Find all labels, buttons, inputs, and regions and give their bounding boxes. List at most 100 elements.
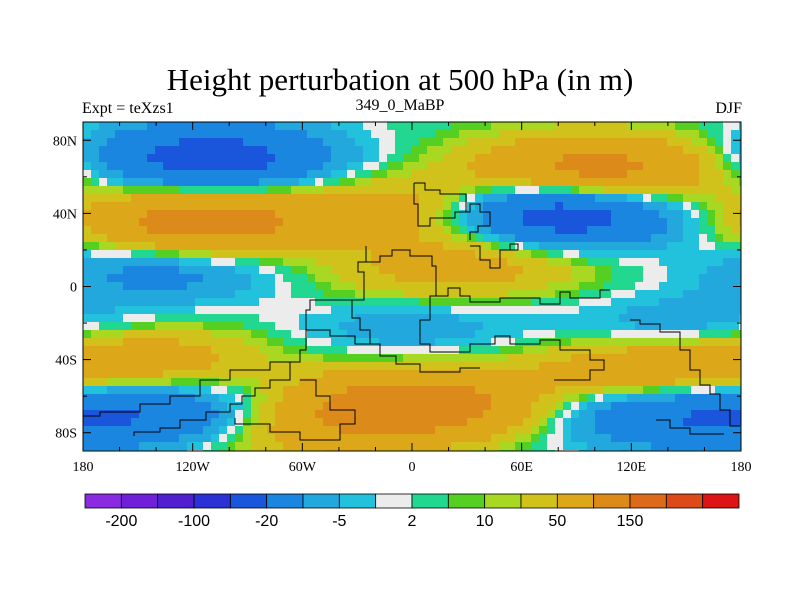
field-cell [395, 298, 404, 307]
field-cell [299, 426, 308, 435]
field-cell [227, 410, 236, 419]
field-cell [267, 146, 276, 155]
field-cell [547, 418, 556, 427]
field-cell [347, 394, 356, 403]
field-cell [675, 306, 684, 315]
field-cell [435, 410, 444, 419]
field-cell [251, 354, 260, 363]
lon-label: 120W [176, 460, 211, 475]
field-cell [667, 266, 676, 275]
field-cell [603, 330, 612, 339]
field-cell [659, 186, 668, 195]
field-cell [467, 338, 476, 347]
field-cell [571, 330, 580, 339]
field-cell [195, 210, 204, 219]
lon-label: 0 [409, 460, 416, 475]
field-cell [227, 170, 236, 179]
coastline-east [630, 319, 740, 427]
field-cell [435, 442, 444, 451]
field-cell [131, 410, 140, 419]
field-cell [347, 154, 356, 163]
field-cell [323, 370, 332, 379]
field-cell [259, 442, 268, 451]
field-cell [667, 354, 676, 363]
field-cell [739, 162, 741, 171]
field-cell [211, 434, 220, 443]
field-cell [251, 282, 260, 291]
field-cell [243, 274, 252, 283]
field-cell [531, 410, 540, 419]
field-cell [731, 266, 740, 275]
field-cell [443, 242, 452, 251]
field-cell [179, 218, 188, 227]
field-cell [723, 290, 732, 299]
field-cell [523, 218, 532, 227]
field-cell [147, 146, 156, 155]
field-cell [443, 426, 452, 435]
field-cell [331, 346, 340, 355]
field-cell [587, 322, 596, 331]
field-cell [555, 290, 564, 299]
field-cell [587, 194, 596, 203]
field-cell [595, 394, 604, 403]
field-cell [667, 290, 676, 299]
field-cell [363, 410, 372, 419]
field-cell [171, 386, 180, 395]
field-cell [443, 378, 452, 387]
field-cell [235, 122, 244, 131]
field-cell [507, 226, 516, 235]
field-cell [603, 418, 612, 427]
field-cell [211, 258, 220, 267]
field-cell [251, 162, 260, 171]
field-cell [179, 186, 188, 195]
field-cell [187, 322, 196, 331]
field-cell [379, 138, 388, 147]
field-cell [235, 330, 244, 339]
field-cell [187, 306, 196, 315]
field-cell [323, 138, 332, 147]
field-cell [691, 418, 700, 427]
field-cell [99, 170, 108, 179]
field-cell [715, 346, 724, 355]
field-cell [651, 402, 660, 411]
plot-title: Height perturbation at 500 hPa (in m) [166, 62, 634, 97]
field-cell [435, 434, 444, 443]
field-cell [427, 210, 436, 219]
field-cell [531, 370, 540, 379]
field-cell [691, 330, 700, 339]
field-cell [203, 426, 212, 435]
field-cell [507, 146, 516, 155]
field-cell [595, 346, 604, 355]
field-cell [387, 338, 396, 347]
field-cell [331, 226, 340, 235]
field-cell [723, 346, 732, 355]
field-cell [515, 242, 524, 251]
field-cell [219, 306, 228, 315]
field-cell [723, 378, 732, 387]
field-cell [227, 346, 236, 355]
field-cell [299, 258, 308, 267]
field-cell [355, 418, 364, 427]
field-cell [483, 210, 492, 219]
field-cell [627, 234, 636, 243]
field-cell [99, 434, 108, 443]
field-cell [427, 242, 436, 251]
field-cell [539, 394, 548, 403]
field-cell [107, 170, 116, 179]
field-cell [435, 218, 444, 227]
field-cell [435, 162, 444, 171]
field-cell [371, 418, 380, 427]
field-cell [419, 402, 428, 411]
field-cell [131, 338, 140, 347]
field-cell [595, 266, 604, 275]
field-cell [211, 346, 220, 355]
field-cell [427, 274, 436, 283]
field-cell [595, 122, 604, 131]
field-cell [419, 330, 428, 339]
field-cell [315, 122, 324, 131]
field-cell [243, 322, 252, 331]
field-cell [291, 330, 300, 339]
field-cell [331, 282, 340, 291]
field-cell [643, 362, 652, 371]
field-cell [451, 154, 460, 163]
